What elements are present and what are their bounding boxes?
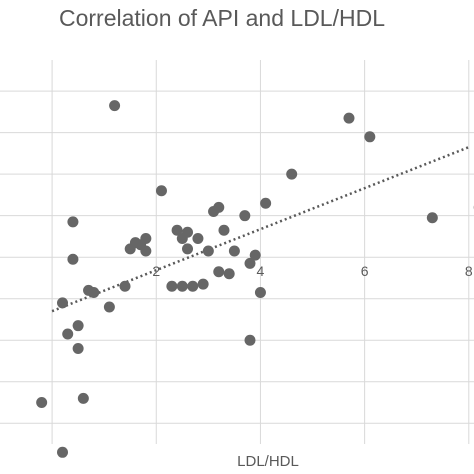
data-point-7 <box>72 320 84 332</box>
data-point-25 <box>182 243 194 255</box>
data-point-40 <box>254 286 266 298</box>
data-point-31 <box>213 201 225 213</box>
data-point-2 <box>57 297 69 309</box>
data-point-35 <box>228 245 240 257</box>
data-point-21 <box>171 224 183 236</box>
data-point-4 <box>67 253 79 265</box>
data-point-39 <box>249 249 261 261</box>
data-point-18 <box>140 233 152 245</box>
data-point-20 <box>166 280 178 292</box>
data-point-32 <box>213 266 225 278</box>
data-point-34 <box>223 268 235 280</box>
data-point-43 <box>343 112 355 124</box>
data-point-36 <box>239 210 251 222</box>
data-point-12 <box>109 100 121 112</box>
gridlines <box>0 60 474 444</box>
data-point-24 <box>182 226 194 238</box>
data-point-10 <box>88 286 100 298</box>
data-point-17 <box>140 245 152 257</box>
x-tick-label-3: 8 <box>465 263 473 279</box>
data-point-38 <box>244 334 256 346</box>
data-point-19 <box>155 185 167 197</box>
x-tick-label-2: 6 <box>361 263 369 279</box>
x-tick-label-0: 2 <box>152 263 160 279</box>
data-point-3 <box>62 328 74 340</box>
data-point-41 <box>260 197 272 209</box>
data-point-11 <box>103 301 115 313</box>
x-tick-labels: 2 4 6 8 <box>152 263 473 279</box>
x-tick-label-1: 4 <box>257 263 265 279</box>
data-point-37 <box>244 257 256 269</box>
data-point-33 <box>218 224 230 236</box>
data-point-8 <box>77 392 89 404</box>
data-point-26 <box>187 280 199 292</box>
data-point-0 <box>36 396 48 408</box>
data-point-45 <box>426 212 438 224</box>
data-point-42 <box>286 168 298 180</box>
data-point-23 <box>176 280 188 292</box>
data-point-6 <box>72 343 84 355</box>
x-axis-label: LDL/HDL <box>237 453 299 470</box>
data-point-5 <box>67 216 79 228</box>
data-point-28 <box>197 278 209 290</box>
data-point-29 <box>202 245 214 257</box>
data-points <box>36 100 474 458</box>
data-point-13 <box>119 280 131 292</box>
data-point-1 <box>57 446 69 458</box>
data-point-27 <box>192 233 204 245</box>
chart-title: Correlation of API and LDL/HDL <box>59 5 385 31</box>
data-point-44 <box>364 131 376 143</box>
